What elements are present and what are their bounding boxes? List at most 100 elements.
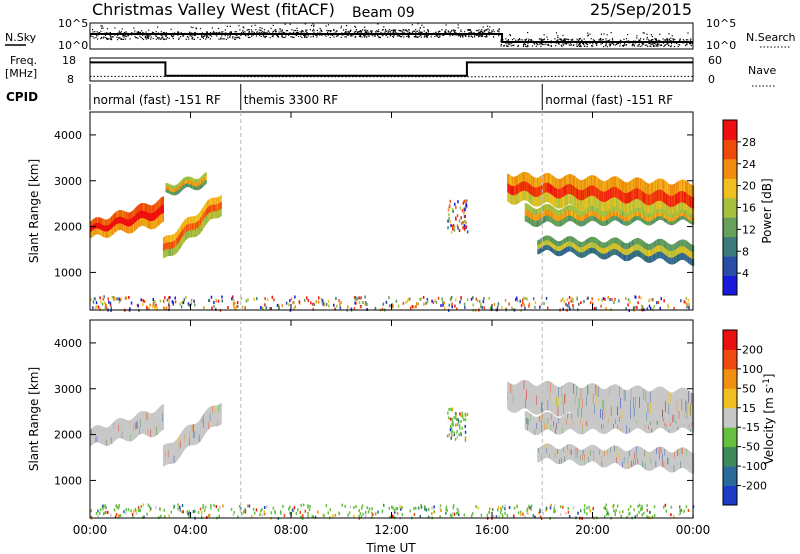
noise-point — [509, 34, 512, 37]
noise-point — [90, 35, 92, 37]
noise-point — [161, 37, 163, 39]
noise-point — [346, 34, 348, 36]
noise-point — [498, 28, 500, 30]
noise-point — [650, 45, 652, 48]
noise-point — [517, 44, 519, 47]
noise-point — [173, 35, 175, 37]
noise-point — [197, 37, 199, 39]
noise-point — [434, 35, 436, 38]
noise-point — [444, 32, 446, 34]
noise-point — [643, 38, 645, 40]
noise-point — [301, 31, 303, 33]
noise-point — [96, 31, 98, 33]
noise-point — [265, 35, 267, 38]
noise-point — [239, 37, 241, 39]
noise-point — [476, 34, 478, 36]
noise-point — [557, 35, 559, 37]
noise-point — [251, 31, 253, 33]
noise-point — [406, 35, 408, 37]
noise-point — [165, 32, 167, 34]
noise-point — [227, 35, 229, 37]
noise-point — [266, 32, 268, 34]
noise-point — [249, 36, 251, 38]
noise-point — [596, 42, 598, 44]
noise-point — [658, 43, 660, 45]
noise-point — [566, 38, 568, 40]
noise-point — [246, 29, 248, 31]
noise-point — [360, 35, 362, 37]
noise-point — [642, 32, 644, 34]
noise-point — [459, 36, 462, 38]
noise-point — [579, 38, 582, 40]
station-title: Christmas Valley West (fitACF) — [92, 0, 335, 19]
noise-point — [398, 34, 401, 37]
noise-point — [278, 31, 280, 33]
noise-point — [547, 39, 549, 41]
noise-point — [659, 33, 661, 35]
noise-point — [647, 45, 649, 48]
noise-point — [540, 38, 542, 40]
noise-point — [578, 38, 580, 40]
noise-point — [497, 30, 499, 32]
noise-point — [96, 35, 98, 37]
noise-point — [255, 29, 257, 31]
noise-point — [430, 36, 432, 38]
noise-point — [100, 30, 102, 32]
noise-point — [326, 29, 328, 32]
noise-point — [576, 38, 578, 40]
noise-point — [358, 35, 361, 37]
noise-point — [103, 36, 105, 38]
noise-point — [388, 29, 390, 31]
noise-point — [543, 44, 545, 46]
noise-point — [302, 30, 304, 32]
noise-point — [555, 45, 557, 47]
noise-point — [161, 36, 164, 38]
noise-point — [354, 31, 356, 33]
noise-point — [662, 42, 665, 44]
noise-point — [377, 29, 380, 31]
noise-point — [408, 35, 410, 37]
noise-point — [649, 42, 651, 44]
noise-point — [362, 29, 364, 31]
noise-point — [139, 31, 141, 34]
noise-point — [227, 37, 229, 39]
noise-point — [264, 36, 266, 39]
noise-point — [427, 30, 430, 32]
noise-point — [625, 38, 628, 40]
noise-point — [229, 36, 231, 38]
noise-point — [600, 40, 602, 42]
noise-point — [193, 34, 195, 37]
noise-point — [642, 42, 644, 44]
noise-point — [220, 37, 222, 39]
noise-point — [538, 38, 540, 40]
noise-point — [122, 38, 124, 40]
noise-point — [525, 45, 527, 47]
noise-point — [394, 30, 396, 32]
noise-point — [653, 45, 655, 47]
noise-point — [325, 35, 327, 37]
noise-point — [457, 35, 459, 37]
noise-point — [500, 43, 502, 46]
noise-point — [206, 32, 209, 34]
noise-point — [177, 34, 179, 36]
noise-point — [539, 43, 541, 45]
noise-point — [134, 35, 136, 38]
noise-point — [120, 38, 122, 40]
noise-point — [276, 34, 278, 36]
noise-point — [123, 36, 125, 38]
noise-point — [435, 31, 437, 33]
noise-point — [171, 35, 173, 37]
noise-point — [223, 38, 225, 40]
noise-point — [564, 39, 566, 41]
noise-point — [587, 35, 589, 37]
noise-point — [646, 38, 648, 40]
freq-label-2: [MHz] — [5, 67, 37, 80]
noise-point — [649, 45, 651, 47]
noise-point — [247, 36, 250, 39]
noise-point — [465, 35, 467, 37]
noise-point — [653, 45, 655, 47]
noise-point — [563, 40, 565, 42]
noise-point — [306, 36, 308, 38]
noise-point — [491, 31, 493, 33]
noise-point — [547, 43, 549, 45]
